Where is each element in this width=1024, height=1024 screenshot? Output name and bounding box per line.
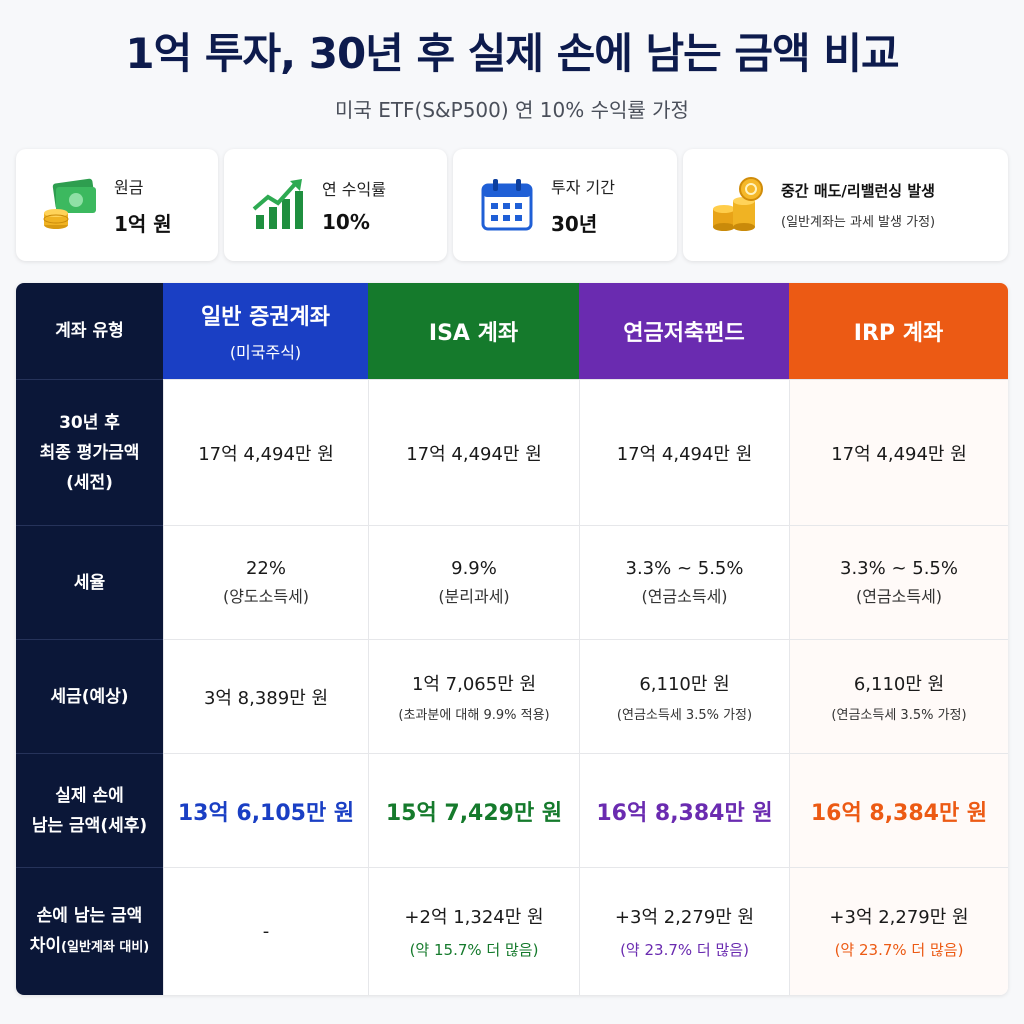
page-title: 1억 투자, 30년 후 실제 손에 남는 금액 비교 xyxy=(125,29,899,78)
col-header-general: 일반 증권계좌 (미국주식) xyxy=(163,283,368,379)
difference-pension: +3억 2,279만 원 (약 23.7% 더 많음) xyxy=(579,867,789,995)
difference-isa: +2억 1,324만 원 (약 15.7% 더 많음) xyxy=(368,867,579,995)
corner-header: 계좌 유형 xyxy=(16,283,163,379)
tax-amount-irp: 6,110만 원 (연금소득세 3.5% 가정) xyxy=(789,639,1008,753)
principal-label: 원금 xyxy=(114,177,144,197)
col-header-isa: ISA 계좌 xyxy=(368,283,579,379)
return-rate-card: 연 수익률 10% xyxy=(224,149,447,261)
principal-card: 원금 1억 원 xyxy=(16,149,218,261)
principal-value: 1억 원 xyxy=(114,211,172,236)
final-value-pension: 17억 4,494만 원 xyxy=(579,379,789,525)
tax-amount-pension: 6,110만 원 (연금소득세 3.5% 가정) xyxy=(579,639,789,753)
row-header-tax-amount: 세금(예상) xyxy=(16,639,163,753)
net-amount-pension: 16억 8,384만 원 xyxy=(579,753,789,867)
period-card: 투자 기간 30년 xyxy=(453,149,677,261)
net-amount-irp: 16억 8,384만 원 xyxy=(789,753,1008,867)
tax-rate-isa: 9.9% (분리과세) xyxy=(368,525,579,639)
tax-rate-pension: 3.3% ~ 5.5% (연금소득세) xyxy=(579,525,789,639)
rebalancing-note: (일반계좌는 과세 발생 가정) xyxy=(781,215,936,230)
calendar-icon xyxy=(481,179,533,231)
row-header-tax-rate: 세율 xyxy=(16,525,163,639)
comparison-table: 계좌 유형 일반 증권계좌 (미국주식) ISA 계좌 연금저축펀드 IRP 계… xyxy=(16,283,1008,995)
row-header-net-amount: 실제 손에 남는 금액(세후) xyxy=(16,753,163,867)
period-label: 투자 기간 xyxy=(551,177,615,197)
net-amount-isa: 15억 7,429만 원 xyxy=(368,753,579,867)
difference-general: - xyxy=(163,867,368,995)
page-subtitle: 미국 ETF(S&P500) 연 10% 수익률 가정 xyxy=(335,98,689,122)
period-value: 30년 xyxy=(551,211,598,236)
tax-amount-general: 3억 8,389만 원 xyxy=(163,639,368,753)
growth-chart-icon xyxy=(252,179,303,229)
final-value-isa: 17억 4,494만 원 xyxy=(368,379,579,525)
money-coins-icon xyxy=(43,178,96,229)
final-value-irp: 17억 4,494만 원 xyxy=(789,379,1008,525)
gold-coins-icon xyxy=(713,177,763,231)
rebalancing-label: 중간 매도/리밸런싱 발생 xyxy=(781,182,935,200)
row-header-final-value: 30년 후 최종 평가금액 (세전) xyxy=(16,379,163,525)
return-rate-value: 10% xyxy=(322,210,370,234)
row-header-difference: 손에 남는 금액 차이(일반계좌 대비) xyxy=(16,867,163,995)
col-header-irp: IRP 계좌 xyxy=(789,283,1008,379)
assumption-cards: 원금 1억 원 연 수익률 10% xyxy=(16,149,1008,261)
return-rate-label: 연 수익률 xyxy=(322,180,386,199)
rebalancing-card: 중간 매도/리밸런싱 발생 (일반계좌는 과세 발생 가정) xyxy=(683,149,1008,261)
final-value-general: 17억 4,494만 원 xyxy=(163,379,368,525)
tax-amount-isa: 1억 7,065만 원 (초과분에 대해 9.9% 적용) xyxy=(368,639,579,753)
net-amount-general: 13억 6,105만 원 xyxy=(163,753,368,867)
tax-rate-general: 22% (양도소득세) xyxy=(163,525,368,639)
col-header-pension: 연금저축펀드 xyxy=(579,283,789,379)
tax-rate-irp: 3.3% ~ 5.5% (연금소득세) xyxy=(789,525,1008,639)
difference-irp: +3억 2,279만 원 (약 23.7% 더 많음) xyxy=(789,867,1008,995)
